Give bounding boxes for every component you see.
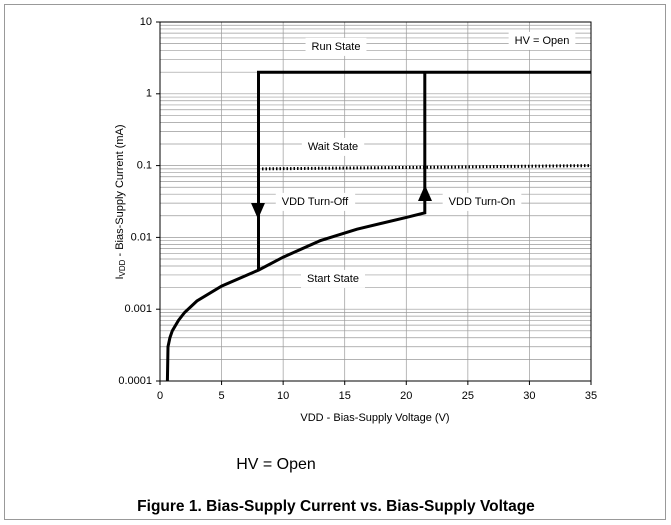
x-tick-label: 10 [277, 390, 289, 402]
series-line [165, 72, 427, 382]
series-line [258, 164, 592, 171]
x-tick-label: 15 [339, 390, 351, 402]
annotation-bg [301, 137, 365, 156]
figure-frame [4, 4, 666, 520]
subtitle: HV = Open [236, 456, 316, 473]
x-tick-label: 30 [523, 390, 535, 402]
y-axis-label: IVDD - Bias-Supply Current (mA) [114, 124, 127, 279]
annotation: Run State [312, 41, 361, 53]
x-tick-label: 20 [400, 390, 412, 402]
annotation-bg [301, 269, 365, 288]
y-tick-label: 10 [140, 16, 152, 28]
arrow-up [418, 185, 432, 201]
annotation-bg [508, 31, 576, 50]
x-tick-label: 35 [585, 390, 597, 402]
x-tick-label: 25 [462, 390, 474, 402]
annotation: Start State [307, 273, 359, 285]
arrow-down [251, 203, 265, 219]
annotation: Wait State [308, 141, 358, 153]
annotation: HV = Open [515, 35, 570, 47]
x-tick-label: 5 [219, 390, 225, 402]
plot-frame [159, 21, 592, 382]
annotation-bg [305, 37, 367, 56]
y-tick-label: 0.0001 [118, 375, 152, 387]
x-tick-label: 0 [157, 390, 163, 402]
y-tick-label: 1 [146, 88, 152, 100]
y-tick-label: 0.1 [137, 160, 152, 172]
annotation: VDD Turn-Off [282, 196, 349, 208]
y-tick-label: 0.01 [131, 231, 152, 243]
chart-title: Figure 1. Bias-Supply Current vs. Bias-S… [137, 498, 535, 515]
y-tick-label: 0.001 [124, 303, 152, 315]
annotation: VDD Turn-On [449, 196, 516, 208]
x-axis-label: VDD - Bias-Supply Voltage (V) [300, 412, 449, 424]
annotation-bg [442, 192, 522, 211]
annotation-bg [275, 192, 356, 211]
